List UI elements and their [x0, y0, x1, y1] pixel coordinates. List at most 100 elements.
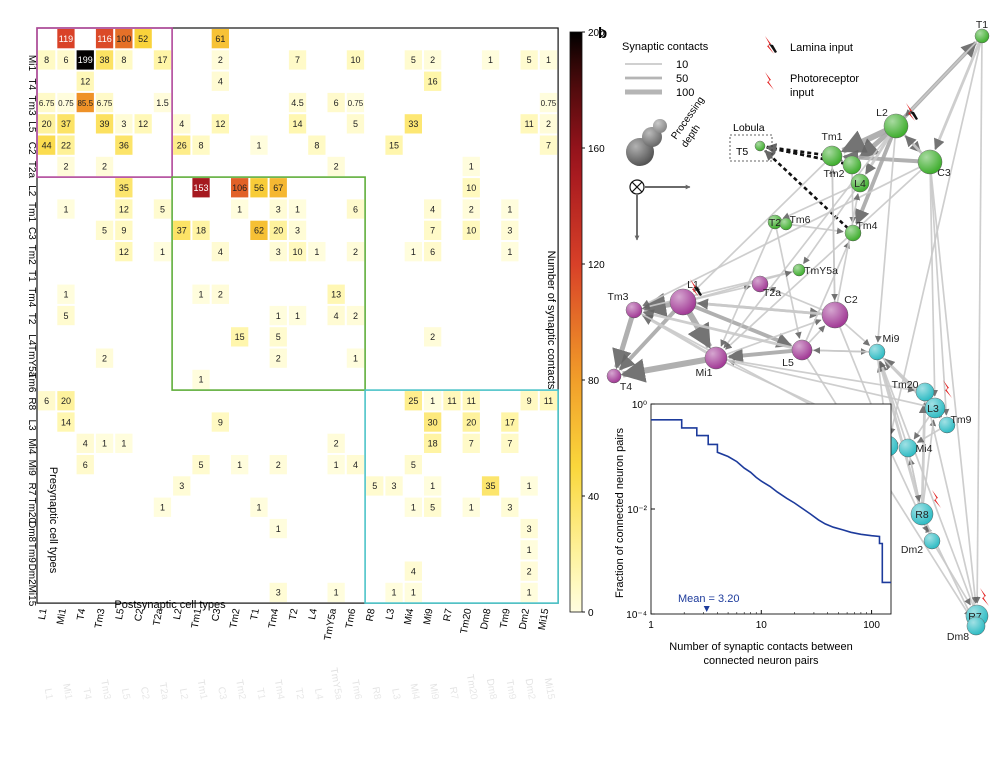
edge	[642, 161, 931, 307]
node-highlight	[822, 146, 842, 166]
heatmap-cell	[462, 156, 480, 177]
heatmap-cell-value: 7	[469, 439, 474, 449]
node-highlight	[626, 302, 642, 318]
column-label: Dm2	[518, 607, 533, 630]
column-label: Tm2	[228, 607, 242, 629]
edge	[620, 354, 717, 383]
heatmap-cell	[76, 71, 94, 91]
column-label: L4	[307, 607, 320, 620]
heatmap-cell-value: 12	[119, 247, 129, 257]
column-label: Mi15	[537, 607, 552, 631]
row-label: Dm8	[26, 521, 37, 543]
heatmap-cell	[424, 412, 442, 432]
photoreceptor-legend-label-1: Photoreceptor	[790, 73, 859, 85]
node-label: TmY5a	[804, 265, 838, 277]
heatmap-cell	[346, 199, 365, 219]
heatmap-cell-value: 1	[469, 162, 474, 172]
reflected-column-label: R7	[447, 686, 460, 701]
edge	[918, 401, 931, 515]
heatmap-cell	[192, 369, 210, 390]
heatmap-cell-value: 7	[430, 226, 435, 236]
heatmap-cell-value: 12	[138, 119, 148, 129]
colorbar-bar	[569, 31, 583, 613]
heatmap-cell-value: 1	[488, 55, 493, 65]
heatmap-cell	[424, 497, 442, 517]
row-label: L2	[26, 185, 37, 197]
distribution-inset: 1 10 100 10⁰ 10⁻² 10⁻⁴ Mean = 3.20 Fraction of …	[614, 400, 892, 667]
heatmap-cell	[346, 455, 365, 475]
heatmap-cell	[153, 50, 172, 70]
heatmap-cell-value: 1	[469, 502, 474, 512]
photoreceptor-legend-icon	[765, 72, 774, 90]
heatmap-cell-value: 1	[237, 460, 242, 470]
row-label: TmY5a	[26, 345, 37, 378]
reflected-column-label: L4	[312, 688, 325, 701]
heatmap-cell	[192, 455, 210, 475]
heatmap-cell-value: 3	[392, 481, 397, 491]
node-label: Tm20	[892, 379, 919, 391]
edge	[728, 358, 936, 409]
distribution-line	[651, 418, 891, 584]
heatmap-cell	[404, 114, 422, 134]
row-label: L5	[26, 121, 37, 133]
column-label: Tm9	[498, 607, 512, 629]
reflected-column-label: L1	[42, 688, 55, 701]
heatmap-cell	[76, 455, 94, 475]
heatmap-cell	[520, 476, 538, 496]
heatmap-cell-value: 1	[295, 204, 300, 214]
heatmap-cell	[501, 220, 519, 240]
row-label: T1	[26, 270, 37, 282]
heatmap-cell	[269, 327, 287, 347]
heatmap-cell-value: 3	[527, 524, 532, 534]
heatmap-cell-value: 17	[157, 55, 167, 65]
node-highlight	[755, 141, 765, 151]
heatmap-cell-value: 1	[411, 588, 416, 598]
heatmap-cell	[153, 92, 172, 113]
column-label: L5	[114, 607, 127, 620]
edge	[715, 318, 822, 359]
lobula-box	[729, 134, 773, 162]
heatmap-cell-value: 2	[276, 353, 281, 363]
heatmap-cell-value: 6.75	[97, 99, 113, 108]
heatmap-cell	[115, 242, 133, 262]
y-tick-label: 10⁻²	[627, 505, 647, 516]
heatmap-cell-value: 1	[353, 353, 358, 363]
heatmap-cell	[57, 114, 75, 134]
heatmap-cell	[211, 284, 229, 304]
heatmap-cell	[424, 391, 442, 411]
heatmap-cell	[76, 92, 94, 113]
lamina-legend-icon	[765, 36, 777, 54]
heatmap-cell-value: 0.75	[541, 99, 557, 108]
bolt-red	[765, 72, 774, 90]
heatmap-cell	[173, 135, 191, 155]
heatmap-cell-value: 33	[408, 119, 418, 129]
row-label: Tm20	[26, 497, 37, 523]
column-label: T2a	[152, 607, 166, 626]
heatmap-cell-value: 2	[527, 566, 532, 576]
heatmap-cell-value: 10	[350, 55, 360, 65]
heatmap-cell	[153, 497, 172, 517]
heatmap-cell-value: 3	[179, 481, 184, 491]
heatmap-cell	[501, 412, 519, 432]
edge	[874, 125, 897, 343]
heatmap-cell	[95, 348, 114, 368]
mean-marker	[703, 606, 710, 612]
reflected-column-label: T2	[293, 687, 306, 701]
heatmap-cell-value: 106	[232, 183, 247, 193]
edge	[612, 309, 637, 370]
heatmap-cell-value: 2	[102, 353, 107, 363]
node-label: L2	[876, 107, 888, 119]
heatmap-cell-value: 1	[63, 204, 68, 214]
heatmap-cell	[404, 582, 422, 603]
heatmap-cell-value: 44	[42, 140, 52, 150]
heatmap-cell	[115, 199, 133, 219]
heatmap-cell-value: 11	[544, 396, 553, 406]
heatmap-cell-value: 2	[353, 311, 358, 321]
heatmap-cell-value: 3	[507, 226, 512, 236]
heatmap-cell	[481, 50, 500, 70]
legend-label: 100	[676, 87, 694, 99]
bolt-red	[906, 103, 915, 121]
heatmap-cell	[424, 327, 442, 347]
heatmap-cell-value: 1	[160, 247, 165, 257]
heatmap-cell-value: 3	[276, 204, 281, 214]
